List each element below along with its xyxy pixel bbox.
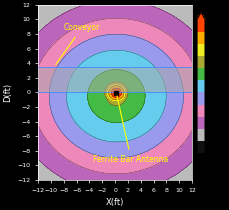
Y-axis label: D(ft): D(ft) <box>3 83 12 102</box>
Text: Conveyor: Conveyor <box>55 23 100 65</box>
X-axis label: X(ft): X(ft) <box>105 198 124 207</box>
PathPatch shape <box>196 12 204 20</box>
Text: Ferrite Bar Antenna: Ferrite Bar Antenna <box>93 96 168 164</box>
PathPatch shape <box>196 165 204 173</box>
Bar <box>38 67 191 92</box>
